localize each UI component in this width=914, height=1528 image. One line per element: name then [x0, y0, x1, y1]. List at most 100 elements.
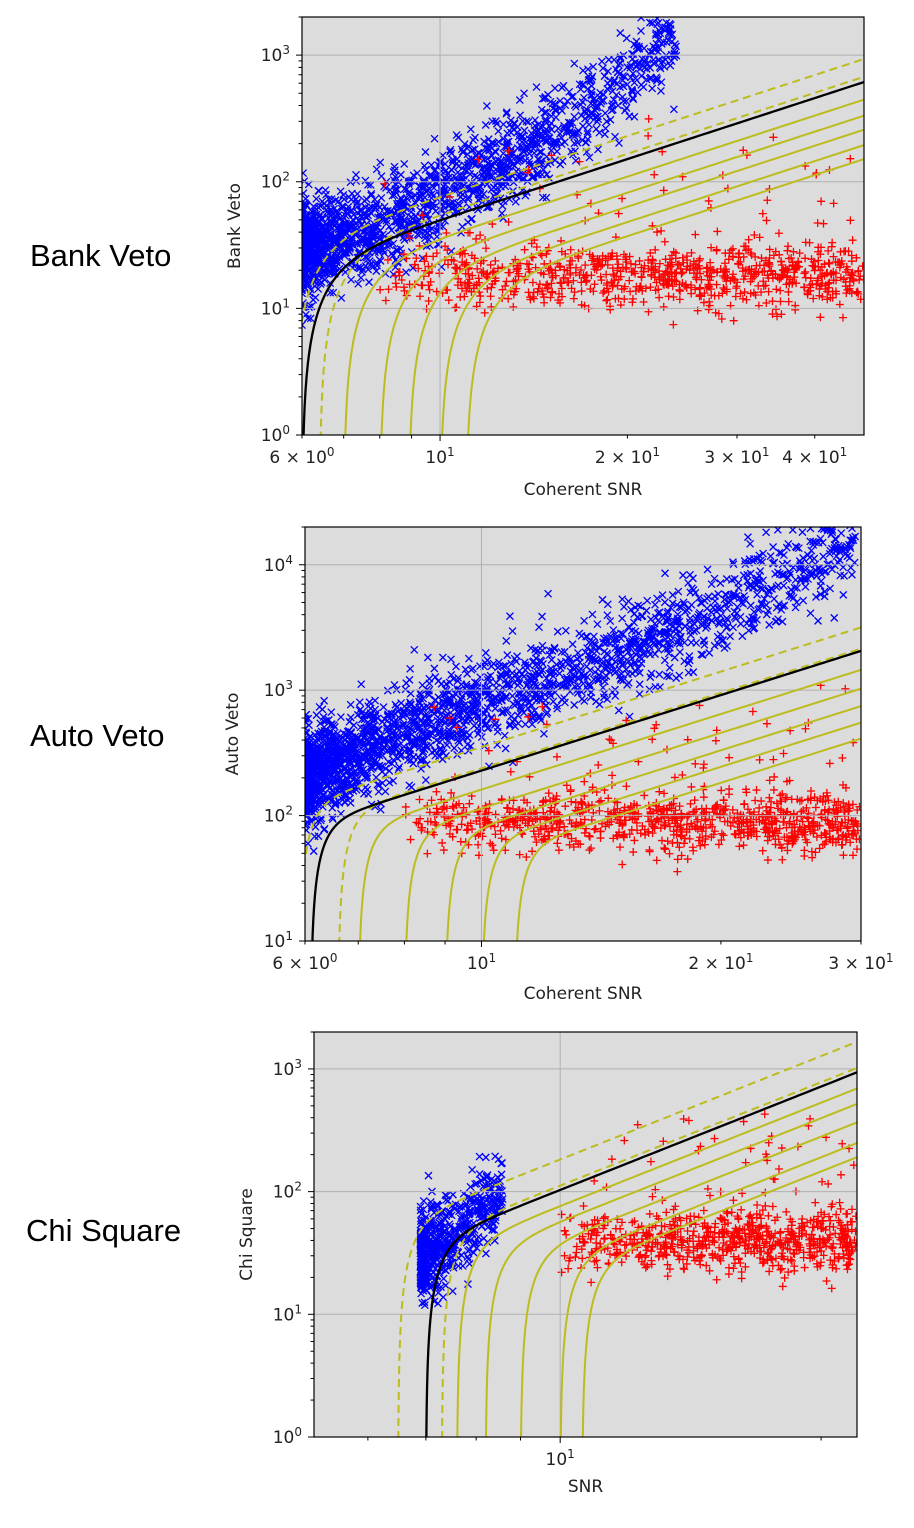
red-plus-point — [524, 288, 533, 297]
blue-x-point — [626, 652, 635, 661]
blue-x-point — [315, 783, 323, 792]
blue-x-point — [436, 745, 445, 754]
blue-x-point — [374, 725, 383, 734]
blue-x-point — [642, 606, 651, 615]
red-plus-point — [793, 263, 802, 272]
blue-x-point — [491, 704, 500, 713]
blue-x-point — [585, 680, 594, 689]
blue-x-point — [598, 659, 607, 668]
blue-x-point — [517, 141, 525, 150]
blue-x-point — [302, 282, 309, 291]
blue-x-point — [606, 617, 615, 626]
blue-x-point — [582, 632, 591, 641]
red-plus-point — [667, 268, 676, 277]
blue-x-point — [817, 577, 826, 586]
blue-x-point — [315, 218, 324, 227]
red-plus-point — [806, 286, 815, 295]
blue-x-point — [581, 648, 590, 657]
blue-x-point — [340, 195, 349, 204]
blue-x-point — [547, 119, 556, 128]
red-plus-point — [789, 247, 798, 256]
red-plus-point — [854, 266, 863, 275]
blue-x-point — [603, 663, 612, 672]
blue-x-point — [347, 729, 355, 738]
blue-x-point — [366, 225, 375, 234]
red-plus-point — [682, 283, 691, 292]
blue-x-point — [340, 241, 349, 250]
blue-x-point — [516, 111, 525, 120]
blue-x-point — [422, 685, 431, 694]
red-plus-point — [564, 278, 573, 287]
blue-x-point — [669, 105, 678, 114]
blue-x-point — [464, 654, 473, 663]
red-plus-point — [486, 292, 495, 301]
blue-x-point — [723, 604, 732, 613]
red-plus-point — [613, 266, 622, 275]
blue-x-point — [850, 515, 857, 522]
blue-x-point — [515, 96, 524, 104]
blue-x-point — [592, 647, 601, 656]
blue-x-point — [460, 706, 469, 715]
blue-x-point — [600, 689, 609, 698]
blue-x-point — [575, 674, 584, 683]
red-plus-point — [424, 296, 433, 305]
blue-x-point — [305, 736, 312, 745]
blue-x-point — [363, 180, 372, 189]
blue-x-point — [466, 170, 474, 178]
red-plus-point — [655, 275, 664, 284]
blue-x-point — [707, 608, 716, 617]
blue-x-point — [321, 186, 330, 195]
red-plus-point — [555, 289, 564, 298]
blue-x-point — [385, 222, 394, 231]
blue-x-point — [353, 240, 362, 249]
red-plus-point — [468, 271, 477, 280]
blue-x-point — [389, 239, 398, 248]
blue-x-point — [589, 654, 598, 663]
blue-x-point — [328, 813, 337, 822]
blue-x-point — [373, 261, 382, 270]
blue-x-point — [765, 586, 774, 595]
red-plus-point — [405, 234, 414, 243]
red-plus-point — [702, 284, 711, 293]
red-plus-point — [757, 254, 766, 263]
blue-x-point — [544, 90, 552, 99]
blue-x-point — [772, 603, 781, 612]
blue-x-point — [376, 805, 385, 814]
blue-x-point — [777, 605, 786, 614]
blue-x-point — [730, 607, 739, 616]
blue-x-point — [411, 212, 420, 221]
blue-x-point — [421, 776, 430, 785]
blue-x-point — [384, 758, 393, 767]
blue-x-point — [372, 223, 381, 232]
red-plus-point — [695, 254, 704, 263]
red-plus-point — [711, 308, 720, 317]
blue-x-point — [812, 593, 820, 601]
red-plus-point — [734, 259, 743, 268]
blue-x-point — [545, 669, 554, 678]
blue-x-point — [554, 124, 563, 133]
blue-x-point — [847, 570, 856, 579]
blue-x-point — [615, 139, 623, 148]
red-plus-point — [835, 300, 844, 309]
blue-x-point — [314, 186, 323, 195]
red-plus-point — [647, 270, 656, 279]
red-plus-point — [772, 285, 781, 294]
blue-x-point — [443, 741, 451, 749]
red-plus-point — [670, 277, 679, 286]
blue-x-point — [716, 579, 725, 588]
red-plus-point — [475, 298, 484, 307]
blue-x-point — [502, 680, 511, 689]
blue-x-point — [463, 161, 472, 170]
blue-x-point — [550, 84, 559, 93]
red-plus-point — [405, 280, 414, 289]
blue-x-point — [573, 654, 582, 663]
red-plus-point — [785, 776, 794, 785]
blue-x-point — [664, 24, 673, 33]
blue-x-point — [482, 706, 491, 715]
blue-x-point — [419, 694, 428, 703]
blue-x-point — [542, 170, 551, 179]
blue-x-point — [506, 116, 515, 125]
blue-x-point — [502, 692, 511, 701]
blue-x-point — [441, 698, 449, 707]
